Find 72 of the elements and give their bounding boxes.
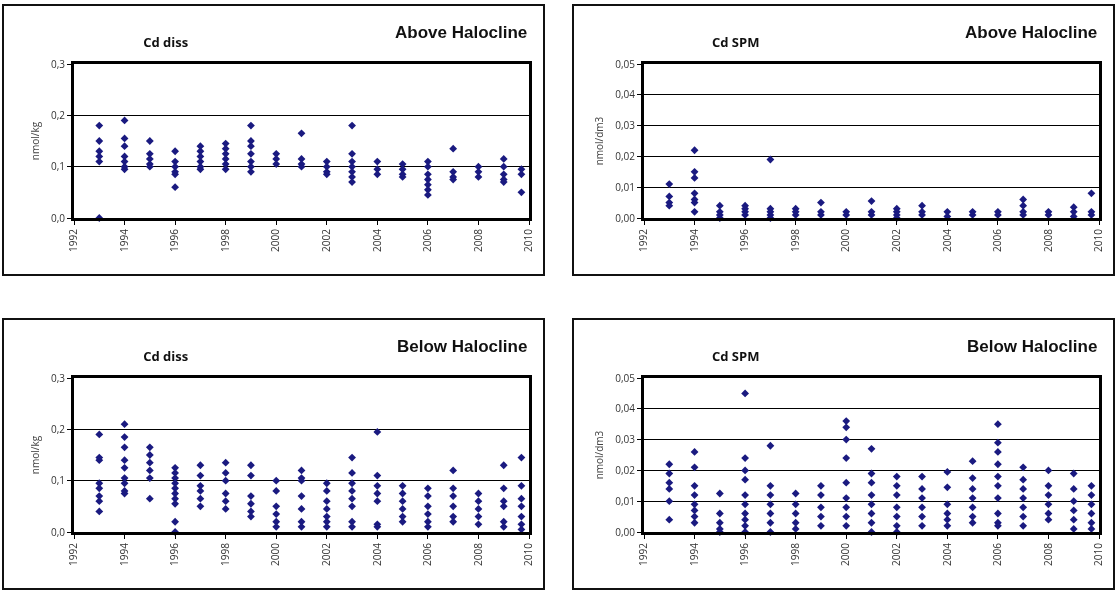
y-tick-label: 0,01 <box>615 493 635 508</box>
y-tick-label: 0,0 <box>50 210 66 225</box>
chart-subtitle: Below Halocline <box>967 337 1098 356</box>
x-tick-label: 1998 <box>217 542 232 566</box>
y-tick-label: 0,00 <box>615 210 636 225</box>
x-tick-label: 2002 <box>889 228 904 252</box>
x-tick-label: 1992 <box>66 542 81 566</box>
y-tick-label: 0,03 <box>615 118 636 133</box>
y-tick-label: 0,2 <box>50 107 66 122</box>
y-tick-label: 0,04 <box>615 401 636 416</box>
y-axis-title: nmol/dm3 <box>592 430 607 480</box>
y-axis-title: nmol/dm3 <box>592 116 607 166</box>
x-tick-label: 1992 <box>66 228 81 252</box>
x-tick-label: 2006 <box>990 228 1005 252</box>
y-tick-label: 0,04 <box>615 87 636 102</box>
x-tick-label: 1996 <box>167 228 182 252</box>
x-tick-label: 2010 <box>521 542 536 566</box>
x-tick-label: 1994 <box>116 542 131 566</box>
y-tick-label: 0,03 <box>615 432 636 447</box>
x-tick-label: 2008 <box>1040 542 1055 566</box>
x-tick-label: 2006 <box>420 228 435 252</box>
y-tick-label: 0,05 <box>615 370 636 385</box>
x-tick-label: 1994 <box>686 228 701 252</box>
x-tick-label: 2006 <box>990 542 1005 566</box>
x-tick-label: 2004 <box>369 228 384 252</box>
chart-subtitle: Below Halocline <box>397 337 528 356</box>
y-tick-label: 0,1 <box>50 473 65 488</box>
x-tick-label: 2010 <box>1091 228 1106 252</box>
y-tick-label: 0,00 <box>615 524 636 539</box>
x-tick-label: 2000 <box>838 228 853 252</box>
x-tick-label: 1998 <box>787 228 802 252</box>
chart-title: Cd SPM <box>711 347 760 366</box>
y-tick-label: 0,3 <box>50 370 66 385</box>
x-tick-label: 2002 <box>319 228 334 252</box>
y-tick-label: 0,2 <box>50 421 66 436</box>
y-tick-label: 0,3 <box>50 56 66 71</box>
x-tick-label: 1996 <box>737 228 752 252</box>
x-tick-label: 1996 <box>737 542 752 566</box>
x-tick-label: 1992 <box>636 542 651 566</box>
y-axis-title: nmol/kg <box>27 121 42 161</box>
x-tick-label: 1992 <box>636 228 651 252</box>
y-tick-label: 0,02 <box>615 148 636 163</box>
chart-title: Cd SPM <box>711 33 760 52</box>
x-tick-label: 2000 <box>838 542 853 566</box>
x-tick-label: 2008 <box>470 542 485 566</box>
x-tick-label: 1994 <box>116 228 131 252</box>
x-tick-label: 2004 <box>369 542 384 566</box>
y-tick-label: 0,0 <box>50 524 66 539</box>
x-tick-label: 1996 <box>167 542 182 566</box>
x-tick-label: 2010 <box>1091 542 1106 566</box>
x-tick-label: 2006 <box>420 542 435 566</box>
x-tick-label: 2000 <box>268 228 283 252</box>
x-tick-label: 2002 <box>319 542 334 566</box>
x-tick-label: 2004 <box>939 542 954 566</box>
x-tick-label: 1998 <box>787 542 802 566</box>
y-tick-label: 0,05 <box>615 56 636 71</box>
x-tick-label: 2000 <box>268 542 283 566</box>
chart-subtitle: Above Halocline <box>965 23 1098 42</box>
x-tick-label: 2002 <box>889 542 904 566</box>
y-tick-label: 0,01 <box>615 179 635 194</box>
y-tick-label: 0,02 <box>615 462 636 477</box>
x-tick-label: 2010 <box>521 228 536 252</box>
x-tick-label: 1998 <box>217 228 232 252</box>
x-tick-label: 2008 <box>470 228 485 252</box>
chart-title: Cd diss <box>143 33 189 52</box>
chart-title: Cd diss <box>143 347 189 366</box>
x-tick-label: 2008 <box>1040 228 1055 252</box>
chart-subtitle: Above Halocline <box>395 23 528 42</box>
y-axis-title: nmol/kg <box>27 435 42 475</box>
x-tick-label: 1994 <box>686 542 701 566</box>
y-tick-label: 0,1 <box>50 159 65 174</box>
x-tick-label: 2004 <box>939 228 954 252</box>
